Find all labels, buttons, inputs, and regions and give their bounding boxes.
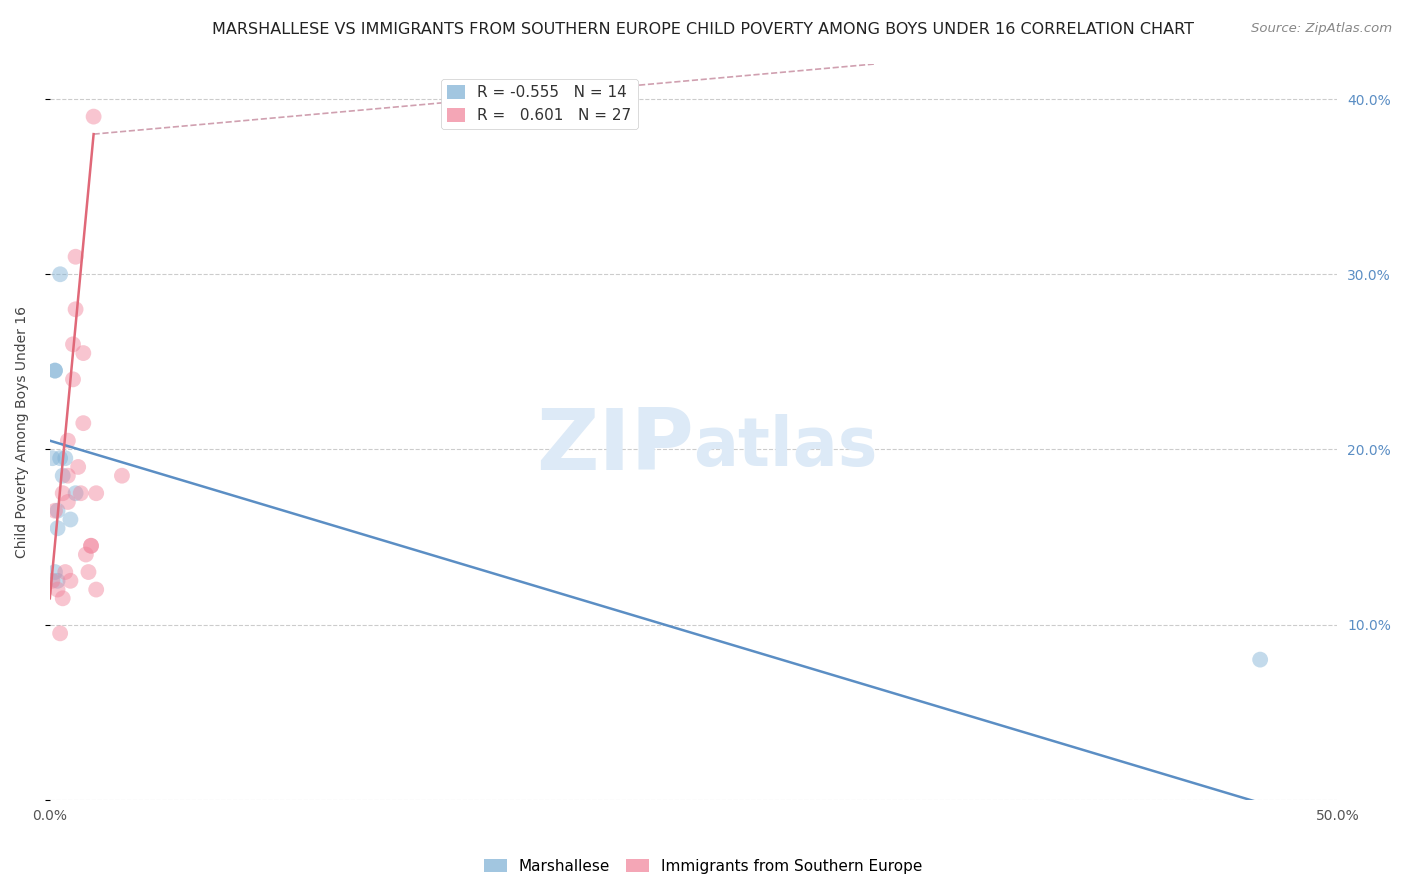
Text: ZIP: ZIP bbox=[536, 405, 693, 488]
Point bbox=[83, 110, 105, 124]
Point bbox=[53, 451, 76, 466]
Point bbox=[62, 337, 84, 351]
Point bbox=[1249, 652, 1271, 666]
Point bbox=[67, 459, 90, 474]
Point bbox=[53, 565, 76, 579]
Point bbox=[46, 574, 69, 588]
Point bbox=[59, 574, 82, 588]
Point bbox=[46, 504, 69, 518]
Text: MARSHALLESE VS IMMIGRANTS FROM SOUTHERN EUROPE CHILD POVERTY AMONG BOYS UNDER 16: MARSHALLESE VS IMMIGRANTS FROM SOUTHERN … bbox=[212, 22, 1194, 37]
Point bbox=[69, 486, 91, 500]
Point bbox=[46, 521, 69, 535]
Point bbox=[65, 250, 87, 264]
Point bbox=[44, 565, 66, 579]
Point bbox=[41, 451, 63, 466]
Point bbox=[56, 495, 79, 509]
Point bbox=[84, 486, 107, 500]
Point bbox=[75, 548, 97, 562]
Point bbox=[59, 512, 82, 526]
Point bbox=[72, 346, 94, 360]
Point bbox=[49, 626, 72, 640]
Point bbox=[65, 302, 87, 317]
Point bbox=[44, 504, 66, 518]
Point bbox=[56, 434, 79, 448]
Y-axis label: Child Poverty Among Boys Under 16: Child Poverty Among Boys Under 16 bbox=[15, 306, 30, 558]
Point bbox=[80, 539, 103, 553]
Point bbox=[52, 591, 75, 606]
Text: Source: ZipAtlas.com: Source: ZipAtlas.com bbox=[1251, 22, 1392, 36]
Legend: R = -0.555   N = 14, R =   0.601   N = 27: R = -0.555 N = 14, R = 0.601 N = 27 bbox=[440, 79, 637, 129]
Legend: Marshallese, Immigrants from Southern Europe: Marshallese, Immigrants from Southern Eu… bbox=[478, 853, 928, 880]
Point bbox=[52, 468, 75, 483]
Point bbox=[111, 468, 134, 483]
Point bbox=[49, 451, 72, 466]
Point bbox=[44, 363, 66, 377]
Point bbox=[52, 486, 75, 500]
Point bbox=[65, 486, 87, 500]
Point bbox=[56, 468, 79, 483]
Point bbox=[62, 372, 84, 386]
Point bbox=[72, 416, 94, 430]
Text: atlas: atlas bbox=[693, 414, 877, 480]
Point bbox=[49, 267, 72, 281]
Point bbox=[46, 582, 69, 597]
Point bbox=[44, 363, 66, 377]
Point bbox=[80, 539, 103, 553]
Point bbox=[41, 574, 63, 588]
Point bbox=[84, 582, 107, 597]
Point bbox=[77, 565, 100, 579]
